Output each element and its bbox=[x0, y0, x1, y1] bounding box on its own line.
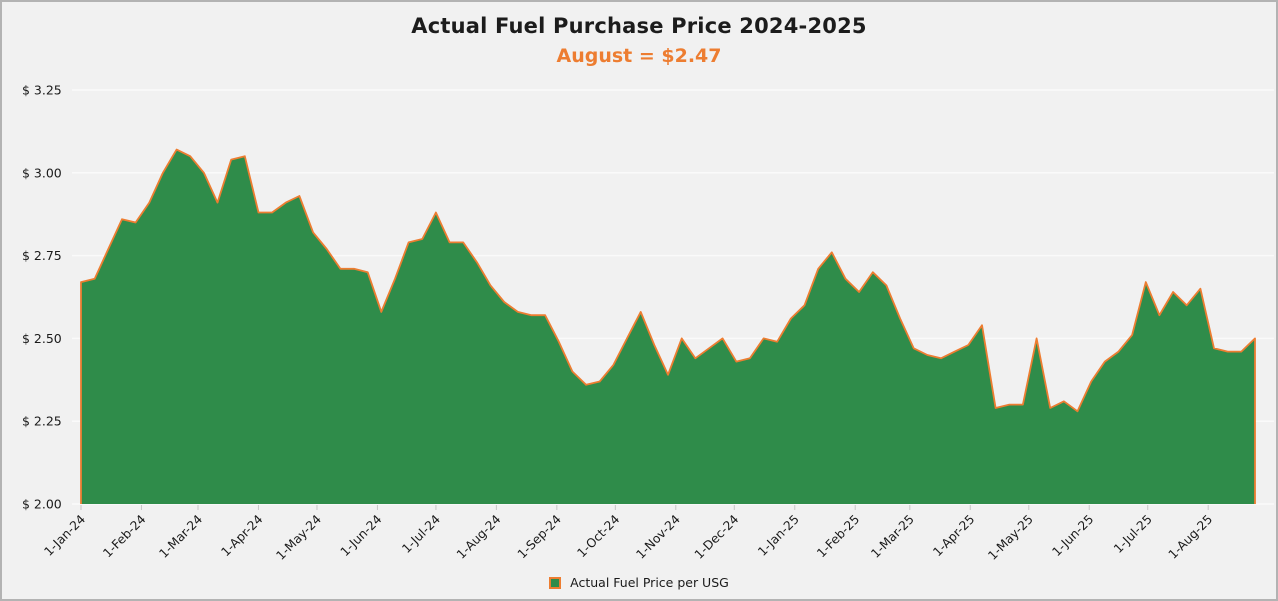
x-axis-tick-label: 1-Nov-24 bbox=[633, 512, 683, 562]
x-axis-tick-label: 1-Mar-25 bbox=[868, 512, 917, 561]
x-axis-tick-label: 1-Apr-24 bbox=[219, 512, 266, 559]
y-axis-tick-label: $ 2.00 bbox=[22, 497, 62, 512]
x-axis-tick-label: 1-Aug-24 bbox=[454, 512, 504, 562]
legend-series-label: Actual Fuel Price per USG bbox=[570, 575, 729, 590]
x-axis-tick-label: 1-Dec-24 bbox=[692, 512, 742, 562]
y-axis-tick-label: $ 2.75 bbox=[22, 248, 62, 263]
y-axis-tick-label: $ 2.50 bbox=[22, 331, 62, 346]
legend: Actual Fuel Price per USG bbox=[2, 575, 1276, 590]
y-axis-tick-label: $ 3.25 bbox=[22, 83, 62, 98]
x-axis-tick-label: 1-May-25 bbox=[985, 512, 1036, 563]
x-axis-tick-label: 1-Feb-25 bbox=[814, 512, 862, 560]
x-axis-tick-label: 1-May-24 bbox=[273, 512, 324, 563]
area-series-fill bbox=[81, 149, 1255, 504]
chart-title: Actual Fuel Purchase Price 2024-2025 bbox=[411, 14, 867, 38]
x-axis-tick-label: 1-Sep-24 bbox=[515, 512, 564, 561]
y-axis-tick-label: $ 2.25 bbox=[22, 414, 62, 429]
legend-series-marker-icon bbox=[549, 576, 562, 589]
x-axis-tick-label: 1-Jul-24 bbox=[399, 512, 443, 556]
x-axis-tick-label: 1-Oct-24 bbox=[574, 512, 622, 560]
x-axis-tick-label: 1-Jan-24 bbox=[41, 512, 88, 559]
x-axis-tick-label: 1-Jun-25 bbox=[1050, 512, 1097, 559]
x-axis-tick-label: 1-Feb-24 bbox=[100, 512, 148, 560]
x-axis-tick-label: 1-Jun-24 bbox=[338, 512, 385, 559]
x-axis-tick-label: 1-Apr-25 bbox=[930, 512, 977, 559]
area-series-border bbox=[80, 148, 1256, 504]
x-axis-tick-label: 1-Jul-25 bbox=[1111, 512, 1155, 556]
chart-subtitle: August = $2.47 bbox=[556, 45, 722, 67]
y-axis-tick-label: $ 3.00 bbox=[22, 165, 62, 180]
x-axis-tick-label: 1-Aug-25 bbox=[1166, 512, 1216, 562]
x-axis-tick-label: 1-Jan-25 bbox=[755, 512, 802, 559]
x-axis-tick-label: 1-Mar-24 bbox=[157, 512, 206, 561]
